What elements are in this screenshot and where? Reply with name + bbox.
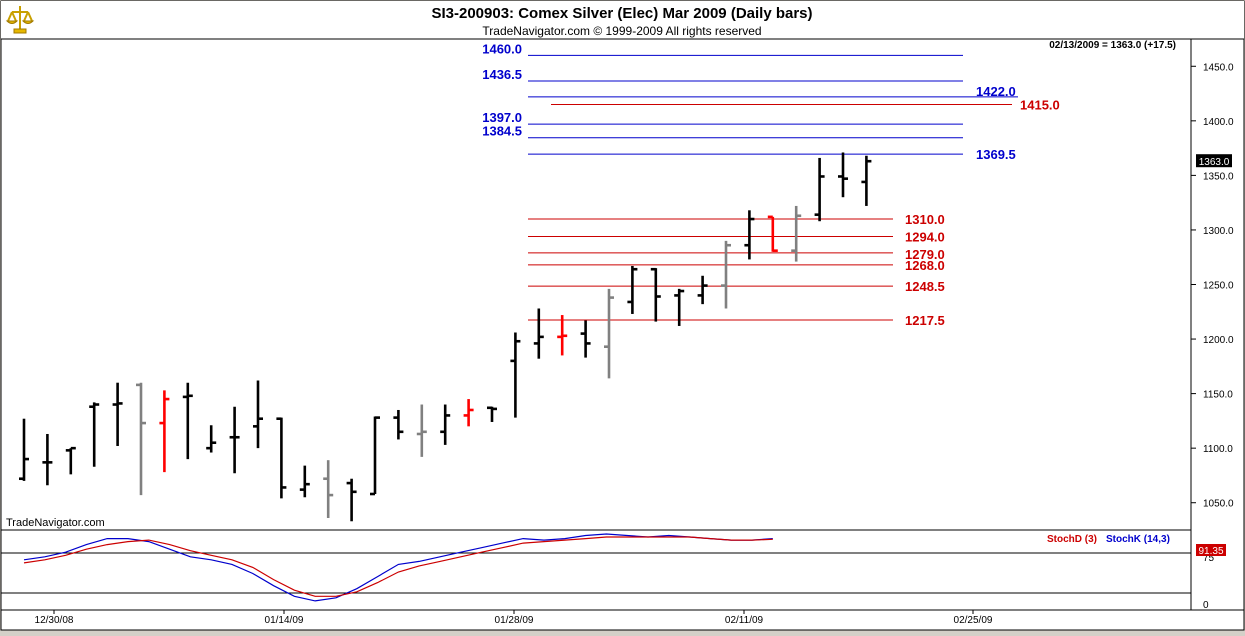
price-level-label: 1436.5: [482, 67, 522, 82]
ohlc-bar: [346, 478, 357, 522]
ohlc-bar: [136, 382, 146, 496]
ohlc-bar: [650, 267, 661, 322]
ohlc-bar: [767, 215, 778, 252]
ohlc-bar: [159, 390, 170, 473]
ohlc-bar: [440, 404, 451, 445]
ohlc-bar: [253, 380, 263, 449]
ohlc-bar: [89, 402, 100, 467]
date-tick-label: 01/14/09: [265, 615, 304, 626]
stoch-value-box: [1196, 544, 1226, 556]
ohlc-bar: [416, 404, 427, 457]
stoch-tick-label: 0: [1203, 600, 1209, 611]
chart-subtitle: TradeNavigator.com © 1999-2009 All right…: [482, 24, 761, 38]
ohlc-bar: [463, 399, 474, 427]
price-level-label: 1248.5: [905, 279, 945, 294]
price-level-label: 1415.0: [1020, 97, 1060, 112]
date-tick-label: 01/28/09: [495, 615, 534, 626]
ohlc-bar: [861, 155, 872, 206]
price-level-label: 1294.0: [905, 229, 945, 244]
price-tick-label: 1250.0: [1203, 281, 1234, 292]
ohlc-bar: [674, 288, 685, 326]
stoch-value-label: 91.35: [1198, 546, 1223, 557]
price-tick-label: 1400.0: [1203, 117, 1234, 128]
legend-stochk: StochK (14,3): [1106, 534, 1170, 545]
date-tick-label: 12/30/08: [35, 615, 74, 626]
ohlc-bar: [533, 308, 544, 359]
ohlc-bar: [510, 332, 521, 418]
ohlc-bar: [370, 416, 380, 496]
ohlc-bar: [42, 433, 53, 486]
price-tick-label: 1300.0: [1203, 226, 1234, 237]
price-tick-label: 1200.0: [1203, 335, 1234, 346]
price-panel[interactable]: [0, 38, 1192, 531]
price-level-label: 1268.0: [905, 258, 945, 273]
price-level-label: 1369.5: [976, 147, 1016, 162]
ohlc-bar: [112, 382, 123, 446]
ohlc-bar: [838, 152, 848, 198]
stoch-tick-label: 75: [1203, 553, 1215, 564]
ohlc-bar: [604, 288, 614, 379]
price-axis: [1190, 38, 1245, 611]
ohlc-bar: [206, 425, 217, 453]
scales-of-justice-icon: [5, 6, 35, 34]
ohlc-bar: [299, 465, 310, 498]
price-level-label: 1397.0: [482, 110, 522, 125]
legend-stochd: StochD (3): [1047, 534, 1097, 545]
price-tick-label: 1150.0: [1203, 390, 1233, 401]
stochd-line: [23, 536, 773, 597]
price-tick-label: 1350.0: [1203, 171, 1234, 182]
date-axis-labels: 12/30/08 01/14/09 01/28/09 02/11/09 02/25/09: [35, 610, 993, 626]
chart-title: SI3-200903: Comex Silver (Elec) Mar 2009…: [431, 5, 812, 22]
ohlc-bar: [697, 275, 708, 305]
last-price-box: [1196, 154, 1232, 168]
ohlc-bar: [182, 382, 193, 460]
price-axis-labels: 1050.0 1100.0 1150.0 1200.0 1250.0 1300.0 1350…: [1, 62, 1234, 611]
date-tick-label: 02/25/09: [954, 615, 993, 626]
ohlc-bar: [580, 320, 591, 358]
date-tick-label: 02/11/09: [725, 615, 764, 626]
price-tick-label: 1100.0: [1203, 444, 1233, 455]
ohlc-bar: [814, 157, 825, 222]
last-price-label: 1363.0: [1199, 157, 1230, 168]
ohlc-bar: [791, 205, 802, 262]
ohlc-bar: [323, 460, 334, 518]
price-level-label: 1384.5: [482, 124, 522, 139]
status-readout: 02/13/2009 = 1363.0 (+17.5): [1049, 40, 1176, 51]
stochastic-panel[interactable]: [0, 529, 1192, 611]
price-level-label: 1460.0: [482, 41, 522, 56]
ohlc-bar: [19, 418, 29, 481]
stochastic-lines: [23, 533, 773, 602]
ohlc-bar: [393, 409, 404, 440]
ohlc-bar: [627, 265, 638, 314]
price-level-label: 1422.0: [976, 84, 1016, 99]
header-area: [1, 1, 1244, 39]
ohlc-bar: [229, 406, 240, 474]
ohlc-bar: [276, 417, 287, 499]
watermark-text: TradeNavigator.com: [6, 517, 105, 529]
price-tick-label: 1050.0: [1203, 499, 1234, 510]
price-tick-label: 1450.0: [1203, 62, 1234, 73]
ohlc-bar: [744, 210, 755, 260]
price-level-label: 1217.5: [905, 313, 945, 328]
ohlc-bar: [65, 446, 76, 475]
ohlc-bars: [19, 152, 872, 522]
ohlc-bar: [487, 406, 497, 422]
ohlc-bar: [721, 240, 731, 309]
ohlc-bar: [557, 315, 568, 356]
price-level-label: 1279.0: [905, 247, 945, 262]
price-level-label: 1310.0: [905, 212, 945, 227]
